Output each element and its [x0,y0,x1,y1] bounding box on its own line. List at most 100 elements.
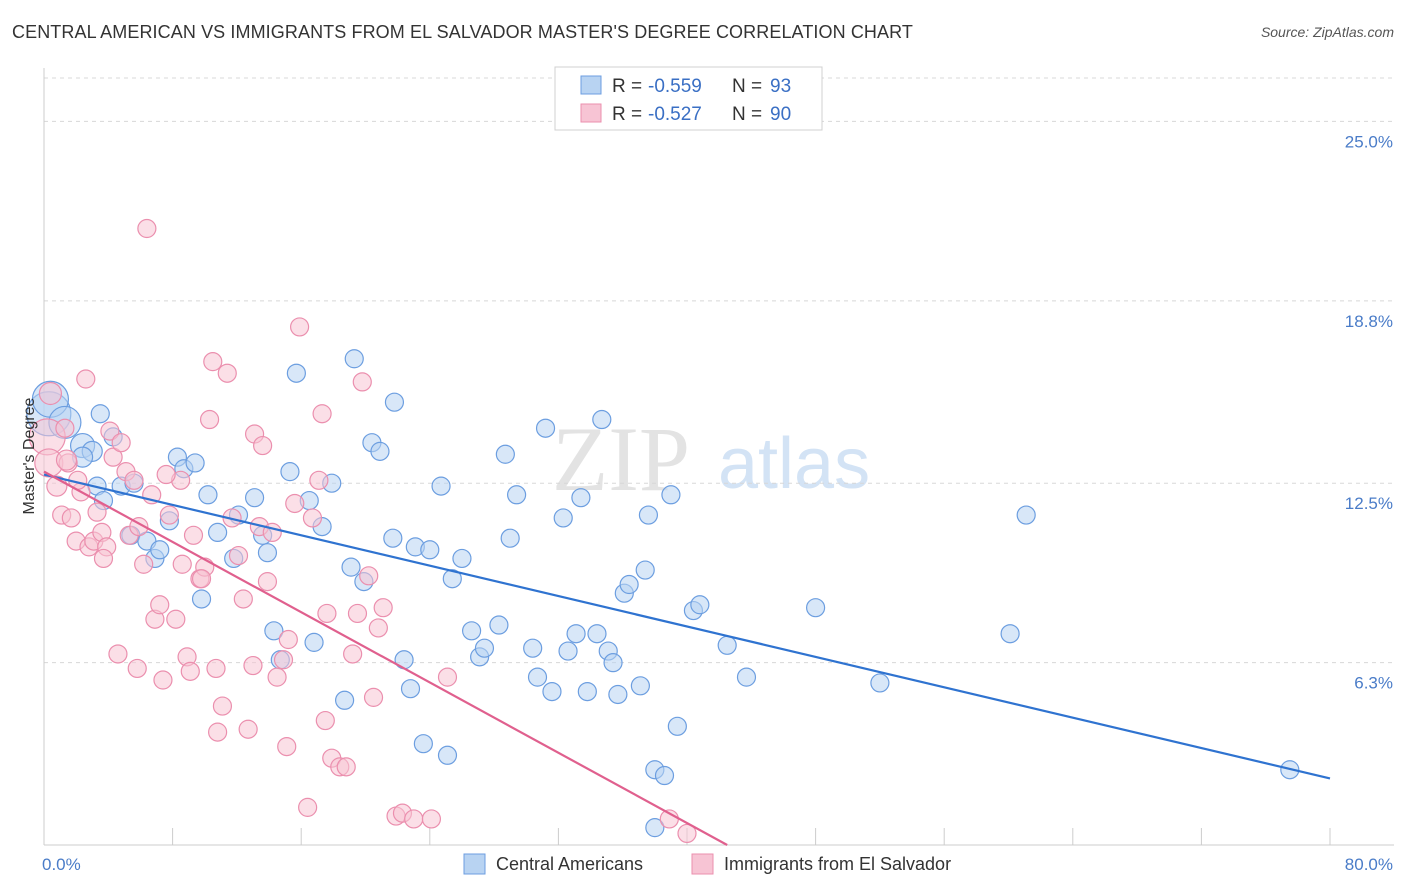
stats-blue-r-value: -0.559 [648,76,702,97]
el-salvador-point [302,508,323,528]
central-american-point [630,676,650,696]
legend-blue-swatch [463,853,486,875]
central-american-point [384,392,405,412]
central-american-point [452,548,472,569]
el-salvador-point [191,569,212,589]
central-american-point [805,598,826,618]
central-american-point [198,485,218,505]
el-salvador-point [257,572,278,592]
central-american-point [645,818,665,838]
central-american-point [587,624,607,644]
el-salvador-point [108,644,128,664]
central-american-point [286,363,306,383]
central-american-point [619,574,639,595]
el-salvador-point [134,554,154,574]
el-salvador-point [315,710,335,731]
stats-blue-n-label: N = [732,76,762,97]
central-american-point [208,522,228,543]
el-salvador-point [87,502,107,522]
stats-pink-n-value: 90 [770,104,791,125]
el-salvador-point [183,525,204,545]
stats-blue-n-value: 93 [770,76,791,97]
central-american-point [431,476,451,496]
el-salvador-point [103,447,123,467]
central-american-point [566,624,586,644]
stats-pink-swatch [580,103,602,123]
el-salvador-point [172,554,192,574]
y-tick-label: 25.0% [1345,132,1393,151]
central-american-point [90,404,110,424]
chart-source: Source: ZipAtlas.com [1260,24,1394,40]
central-american-point [553,508,573,528]
el-salvador-point [352,372,372,392]
central-american-point [383,528,403,548]
el-salvador-point [111,433,131,453]
el-salvador-point [238,719,258,739]
central-american-point [370,441,390,461]
central-american-point [571,488,591,508]
el-salvador-point [217,363,237,383]
legend-pink-swatch [691,853,714,875]
el-salvador-point [55,449,78,471]
central-american-point [304,632,324,652]
central-american-point [150,540,170,560]
el-salvador-point [208,722,228,742]
el-salvador-point [277,736,297,757]
el-salvador-point [153,670,173,690]
el-salvador-point [228,545,249,566]
el-salvador-point [199,409,220,430]
el-salvador-point [124,470,144,490]
central-american-point [577,681,597,702]
chart-title: CENTRAL AMERICAN VS IMMIGRANTS FROM EL S… [12,22,913,42]
el-salvador-point [285,493,305,514]
central-american-point [1000,624,1020,644]
central-american-point [661,485,681,505]
x-tick-label: 0.0% [42,855,81,874]
stats-box: R = -0.559 N = 93 R = -0.527 N = 90 [554,66,823,131]
el-salvador-point [359,566,379,586]
el-salvador-point [373,598,393,618]
central-american-point [420,540,440,560]
central-american-point [341,557,361,577]
el-salvador-point [677,823,697,844]
el-salvador-point [150,595,170,615]
central-american-point [667,716,687,736]
central-american-point [191,589,212,609]
el-salvador-point [206,658,226,679]
central-american-trend-line [43,473,1331,780]
el-salvador-point [273,650,294,670]
el-salvador-point [212,696,233,716]
el-salvador-point [336,757,356,777]
el-salvador-point [309,470,329,490]
el-salvador-point [100,421,120,441]
el-salvador-point [38,381,63,406]
stats-pink-n-label: N = [732,104,762,125]
axes: 6.3% 12.5% 18.8% 25.0% 0.0% 80.0% [42,68,1394,874]
central-american-point [185,453,205,473]
el-salvador-point [363,687,384,707]
central-american-point [635,560,655,580]
central-american-point [264,621,284,641]
central-american-point [527,667,548,687]
central-american-point [608,684,628,705]
x-tick-label: 80.0% [1345,855,1393,874]
central-american-point [1016,505,1036,525]
el-salvador-point [347,603,368,624]
central-american-point [461,621,482,641]
el-salvador-point [156,464,176,485]
central-american-point [523,638,543,658]
el-salvador-point [166,609,186,629]
central-american-point [495,444,515,464]
central-american-point [489,615,509,635]
y-tick-label: 18.8% [1345,312,1393,331]
el-salvador-point [55,418,75,438]
el-salvador-point [289,317,310,337]
central-american-point [507,485,527,505]
central-american-point [244,488,265,508]
el-salvador-point [404,809,424,829]
el-salvador-point [180,661,200,681]
el-salvador-point [437,667,458,687]
central-american-point [257,543,278,563]
el-salvador-point [312,404,332,424]
el-salvador-point [243,655,263,676]
